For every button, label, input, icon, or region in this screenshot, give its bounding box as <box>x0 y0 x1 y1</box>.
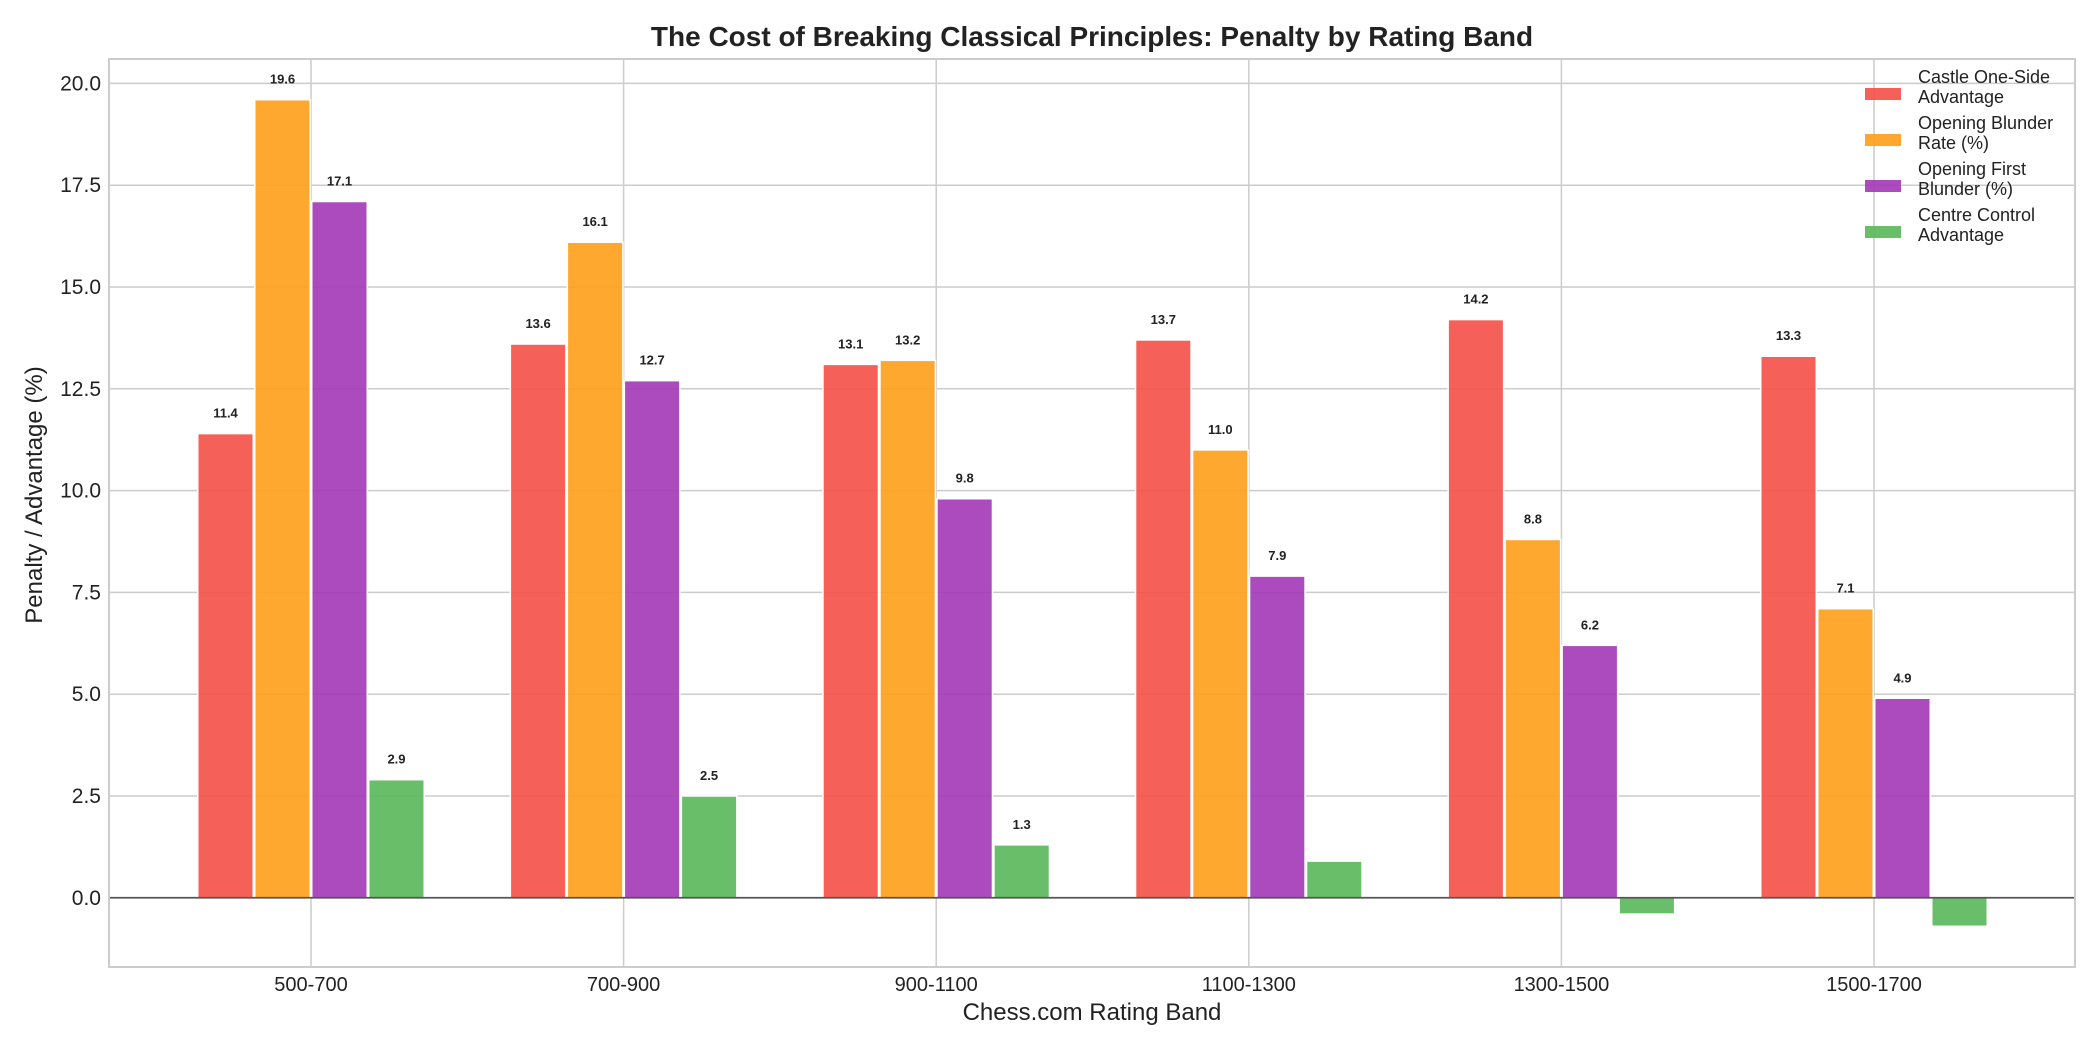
bar-2-2 <box>936 497 994 899</box>
bar-3-1 <box>680 795 738 899</box>
x-axis-label: Chess.com Rating Band <box>963 999 1222 1026</box>
bar-1-5 <box>1817 607 1874 899</box>
bar-1-3 <box>1191 449 1249 899</box>
bar-3-2 <box>993 844 1051 899</box>
legend-swatch <box>1865 88 1901 100</box>
legend-label: Blunder (%) <box>1918 179 2013 199</box>
data-label: 13.1 <box>838 336 863 351</box>
y-tick-label: 20.0 <box>60 72 101 95</box>
data-label: 14.2 <box>1463 292 1488 307</box>
y-tick-label: 12.5 <box>60 378 101 401</box>
bar-0-2 <box>822 363 880 899</box>
bar-1-1 <box>566 241 624 899</box>
y-tick-label: 7.5 <box>72 581 101 604</box>
y-tick-label: 2.5 <box>72 785 101 808</box>
x-tick-label: 500-700 <box>274 974 347 996</box>
legend-label: Castle One-Side <box>1918 67 2050 87</box>
bar-2-3 <box>1248 575 1306 899</box>
bar-3-5 <box>1931 897 1988 928</box>
x-tick-label: 900-1100 <box>895 974 978 996</box>
bar-0-5 <box>1760 355 1817 899</box>
bar-2-0 <box>311 200 368 899</box>
data-label: 7.9 <box>1268 548 1286 563</box>
bar-2-4 <box>1561 644 1619 899</box>
data-label: 16.1 <box>582 214 607 229</box>
data-label: 4.9 <box>1893 670 1911 685</box>
data-label: 12.7 <box>639 353 664 368</box>
y-tick-label: 17.5 <box>60 174 101 197</box>
data-label: 7.1 <box>1836 581 1854 596</box>
data-label: 2.9 <box>387 752 405 767</box>
bars-layer <box>197 98 1988 928</box>
legend-label: Opening First <box>1918 159 2026 179</box>
data-label: 1.3 <box>1013 817 1031 832</box>
plot-frame <box>108 58 2076 968</box>
bar-2-5 <box>1874 697 1931 899</box>
bar-2-1 <box>623 379 681 899</box>
bar-3-0 <box>368 778 425 899</box>
data-label: 13.6 <box>525 316 550 331</box>
bar-1-2 <box>879 359 937 899</box>
data-label: 11.4 <box>213 406 238 421</box>
bar-0-1 <box>509 343 567 899</box>
legend-label: Centre Control <box>1918 205 2035 225</box>
legend-label: Rate (%) <box>1918 133 1989 153</box>
bar-0-3 <box>1134 339 1192 899</box>
legend-label: Advantage <box>1918 87 2004 107</box>
x-tick-label: 1300-1500 <box>1514 974 1610 996</box>
y-tick-label: 0.0 <box>72 887 101 910</box>
legend-label: Opening Blunder <box>1918 113 2053 133</box>
bar-1-4 <box>1504 538 1562 899</box>
data-label: 11.0 <box>1208 422 1233 437</box>
data-label: 17.1 <box>327 174 352 189</box>
x-tick-label: 1100-1300 <box>1202 974 1296 996</box>
legend-swatch <box>1865 226 1901 238</box>
data-label: 9.8 <box>956 471 974 486</box>
y-tick-label: 10.0 <box>60 480 101 503</box>
data-label: 8.8 <box>1524 511 1542 526</box>
y-axis-label: Penalty / Advantage (%) <box>21 366 48 623</box>
legend-swatch <box>1865 134 1901 146</box>
bar-3-3 <box>1305 860 1363 899</box>
data-label: 2.5 <box>700 768 718 783</box>
bar-0-0 <box>197 432 254 899</box>
bar-0-4 <box>1447 318 1505 899</box>
axes-layer: 0.0 2.5 5.0 7.5 10.0 12.5 15.0 17.5 20.0 500-700 7… <box>60 58 2076 996</box>
data-label: 13.3 <box>1776 328 1801 343</box>
data-label: 6.2 <box>1581 617 1599 632</box>
bar-1-0 <box>254 98 311 899</box>
y-tick-label: 15.0 <box>60 276 101 299</box>
y-tick-label: 5.0 <box>72 683 101 706</box>
data-label: 13.2 <box>895 332 920 347</box>
data-label: 19.6 <box>270 72 295 87</box>
legend-label: Advantage <box>1918 225 2004 245</box>
bar-3-4 <box>1618 897 1676 915</box>
chart-title: The Cost of Breaking Classical Principle… <box>651 21 1533 52</box>
x-tick-label: 700-900 <box>587 974 660 996</box>
data-label: 13.7 <box>1151 312 1176 327</box>
legend-swatch <box>1865 180 1901 192</box>
x-tick-label: 1500-1700 <box>1826 974 1922 996</box>
data-labels-layer: 11.4 13.6 13.1 13.7 14.2 13.3 19.6 16.1 13.2 11.0… <box>213 72 1911 832</box>
